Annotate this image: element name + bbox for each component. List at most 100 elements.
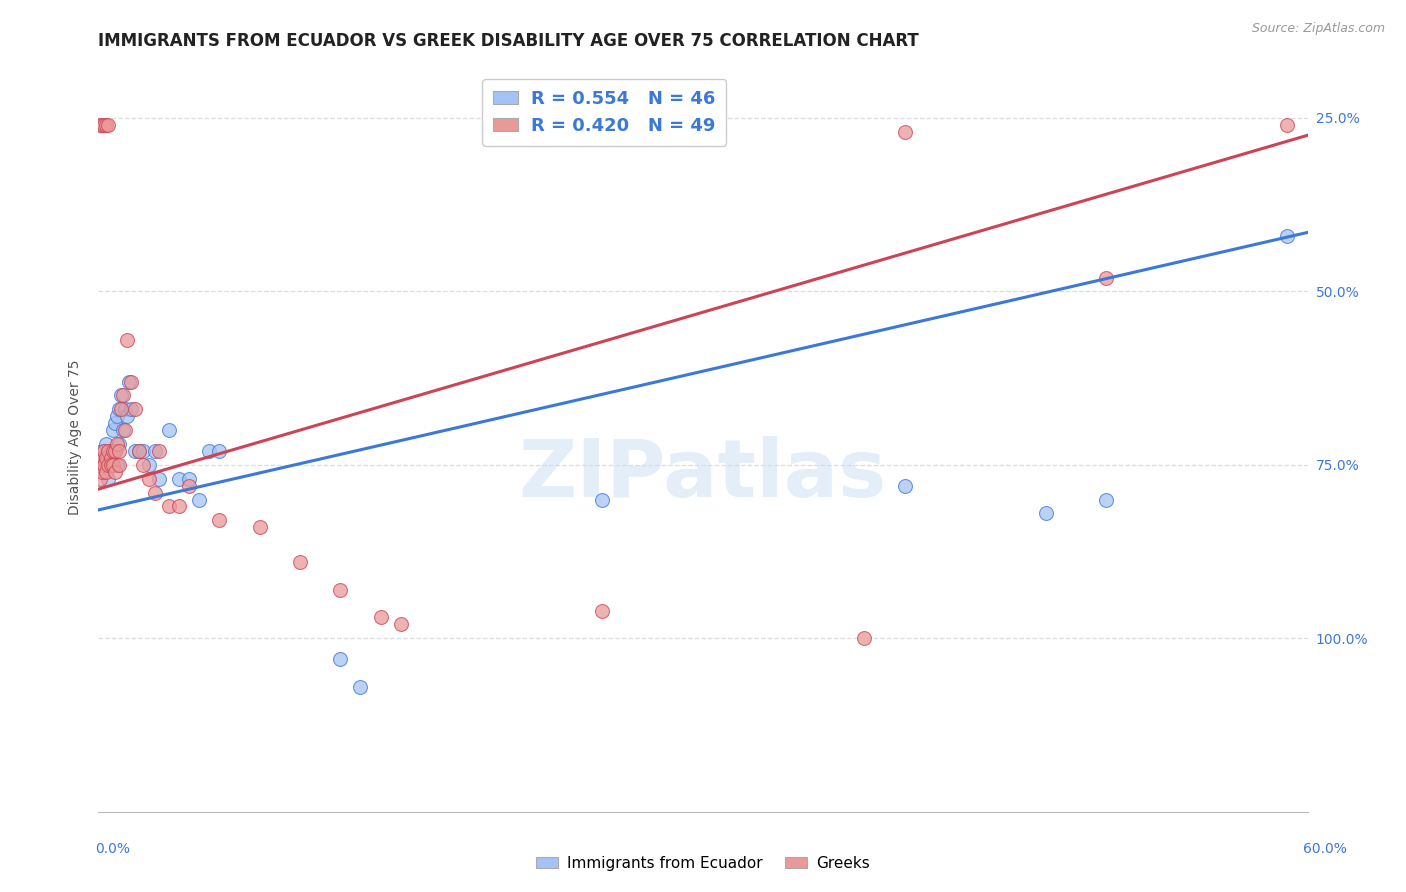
Point (389, 617, 412, 632)
Point (105, 437, 128, 451)
Point (89, 118, 111, 132)
Point (1095, 492, 1118, 507)
Point (107, 444, 129, 458)
Text: 60.0%: 60.0% (1303, 842, 1347, 856)
Point (115, 409, 138, 424)
Point (249, 520, 271, 534)
Point (97, 458, 120, 472)
Point (91, 458, 114, 472)
Point (110, 402, 132, 417)
Y-axis label: Disability Age Over 75: Disability Age Over 75 (69, 359, 83, 515)
Point (105, 458, 128, 472)
Point (111, 423, 134, 437)
Point (157, 423, 180, 437)
Point (138, 472, 160, 486)
Point (93, 444, 115, 458)
Point (91, 118, 114, 132)
Point (1035, 507, 1057, 521)
Point (91, 444, 114, 458)
Point (115, 333, 138, 347)
Point (100, 450, 122, 465)
Point (101, 458, 124, 472)
Point (138, 458, 160, 472)
Text: ZIPatlas: ZIPatlas (519, 435, 887, 514)
Point (101, 423, 124, 437)
Point (179, 478, 201, 492)
Point (114, 402, 136, 417)
Point (93, 450, 115, 465)
Point (208, 444, 231, 458)
Point (97, 458, 120, 472)
Point (91, 450, 114, 465)
Point (167, 500, 190, 514)
Point (100, 458, 122, 472)
Point (97, 472, 120, 486)
Point (107, 458, 129, 472)
Point (167, 472, 190, 486)
Point (132, 458, 155, 472)
Point (124, 444, 146, 458)
Point (107, 402, 129, 417)
Point (349, 680, 371, 694)
Point (96, 465, 118, 479)
Point (101, 458, 124, 472)
Point (89, 458, 111, 472)
Point (89, 472, 111, 486)
Point (1095, 270, 1118, 285)
Point (103, 444, 125, 458)
Point (107, 437, 129, 451)
Point (128, 444, 150, 458)
Point (179, 472, 201, 486)
Point (96, 118, 118, 132)
Point (105, 409, 128, 424)
Point (101, 444, 124, 458)
Point (93, 118, 115, 132)
Point (97, 118, 120, 132)
Text: IMMIGRANTS FROM ECUADOR VS GREEK DISABILITY AGE OVER 75 CORRELATION CHART: IMMIGRANTS FROM ECUADOR VS GREEK DISABIL… (98, 32, 920, 50)
Point (118, 375, 141, 389)
Point (96, 437, 118, 451)
Point (103, 444, 125, 458)
Point (853, 632, 876, 646)
Point (128, 444, 150, 458)
Point (591, 603, 613, 617)
Legend: Immigrants from Ecuador, Greeks: Immigrants from Ecuador, Greeks (530, 850, 876, 877)
Point (1277, 228, 1299, 243)
Point (103, 465, 125, 479)
Point (132, 444, 155, 458)
Point (893, 125, 915, 139)
Point (148, 444, 170, 458)
Point (157, 500, 180, 514)
Point (93, 458, 115, 472)
Point (100, 444, 122, 458)
Point (120, 402, 142, 417)
Point (370, 610, 392, 624)
Point (97, 444, 120, 458)
Point (148, 472, 170, 486)
Point (188, 492, 211, 507)
Point (124, 402, 146, 417)
Point (111, 388, 134, 402)
Text: 0.0%: 0.0% (96, 842, 131, 856)
Point (329, 582, 352, 597)
Point (143, 485, 166, 500)
Point (91, 465, 114, 479)
Legend: R = 0.554   N = 46, R = 0.420   N = 49: R = 0.554 N = 46, R = 0.420 N = 49 (482, 79, 727, 145)
Point (329, 652, 352, 666)
Text: Source: ZipAtlas.com: Source: ZipAtlas.com (1251, 22, 1385, 36)
Point (89, 458, 111, 472)
Point (110, 388, 132, 402)
Point (96, 458, 118, 472)
Point (100, 450, 122, 465)
Point (93, 465, 115, 479)
Point (89, 450, 111, 465)
Point (103, 416, 125, 430)
Point (893, 478, 915, 492)
Point (96, 450, 118, 465)
Point (143, 444, 166, 458)
Point (591, 492, 613, 507)
Point (1277, 118, 1299, 132)
Point (97, 444, 120, 458)
Point (288, 555, 311, 569)
Point (208, 513, 231, 527)
